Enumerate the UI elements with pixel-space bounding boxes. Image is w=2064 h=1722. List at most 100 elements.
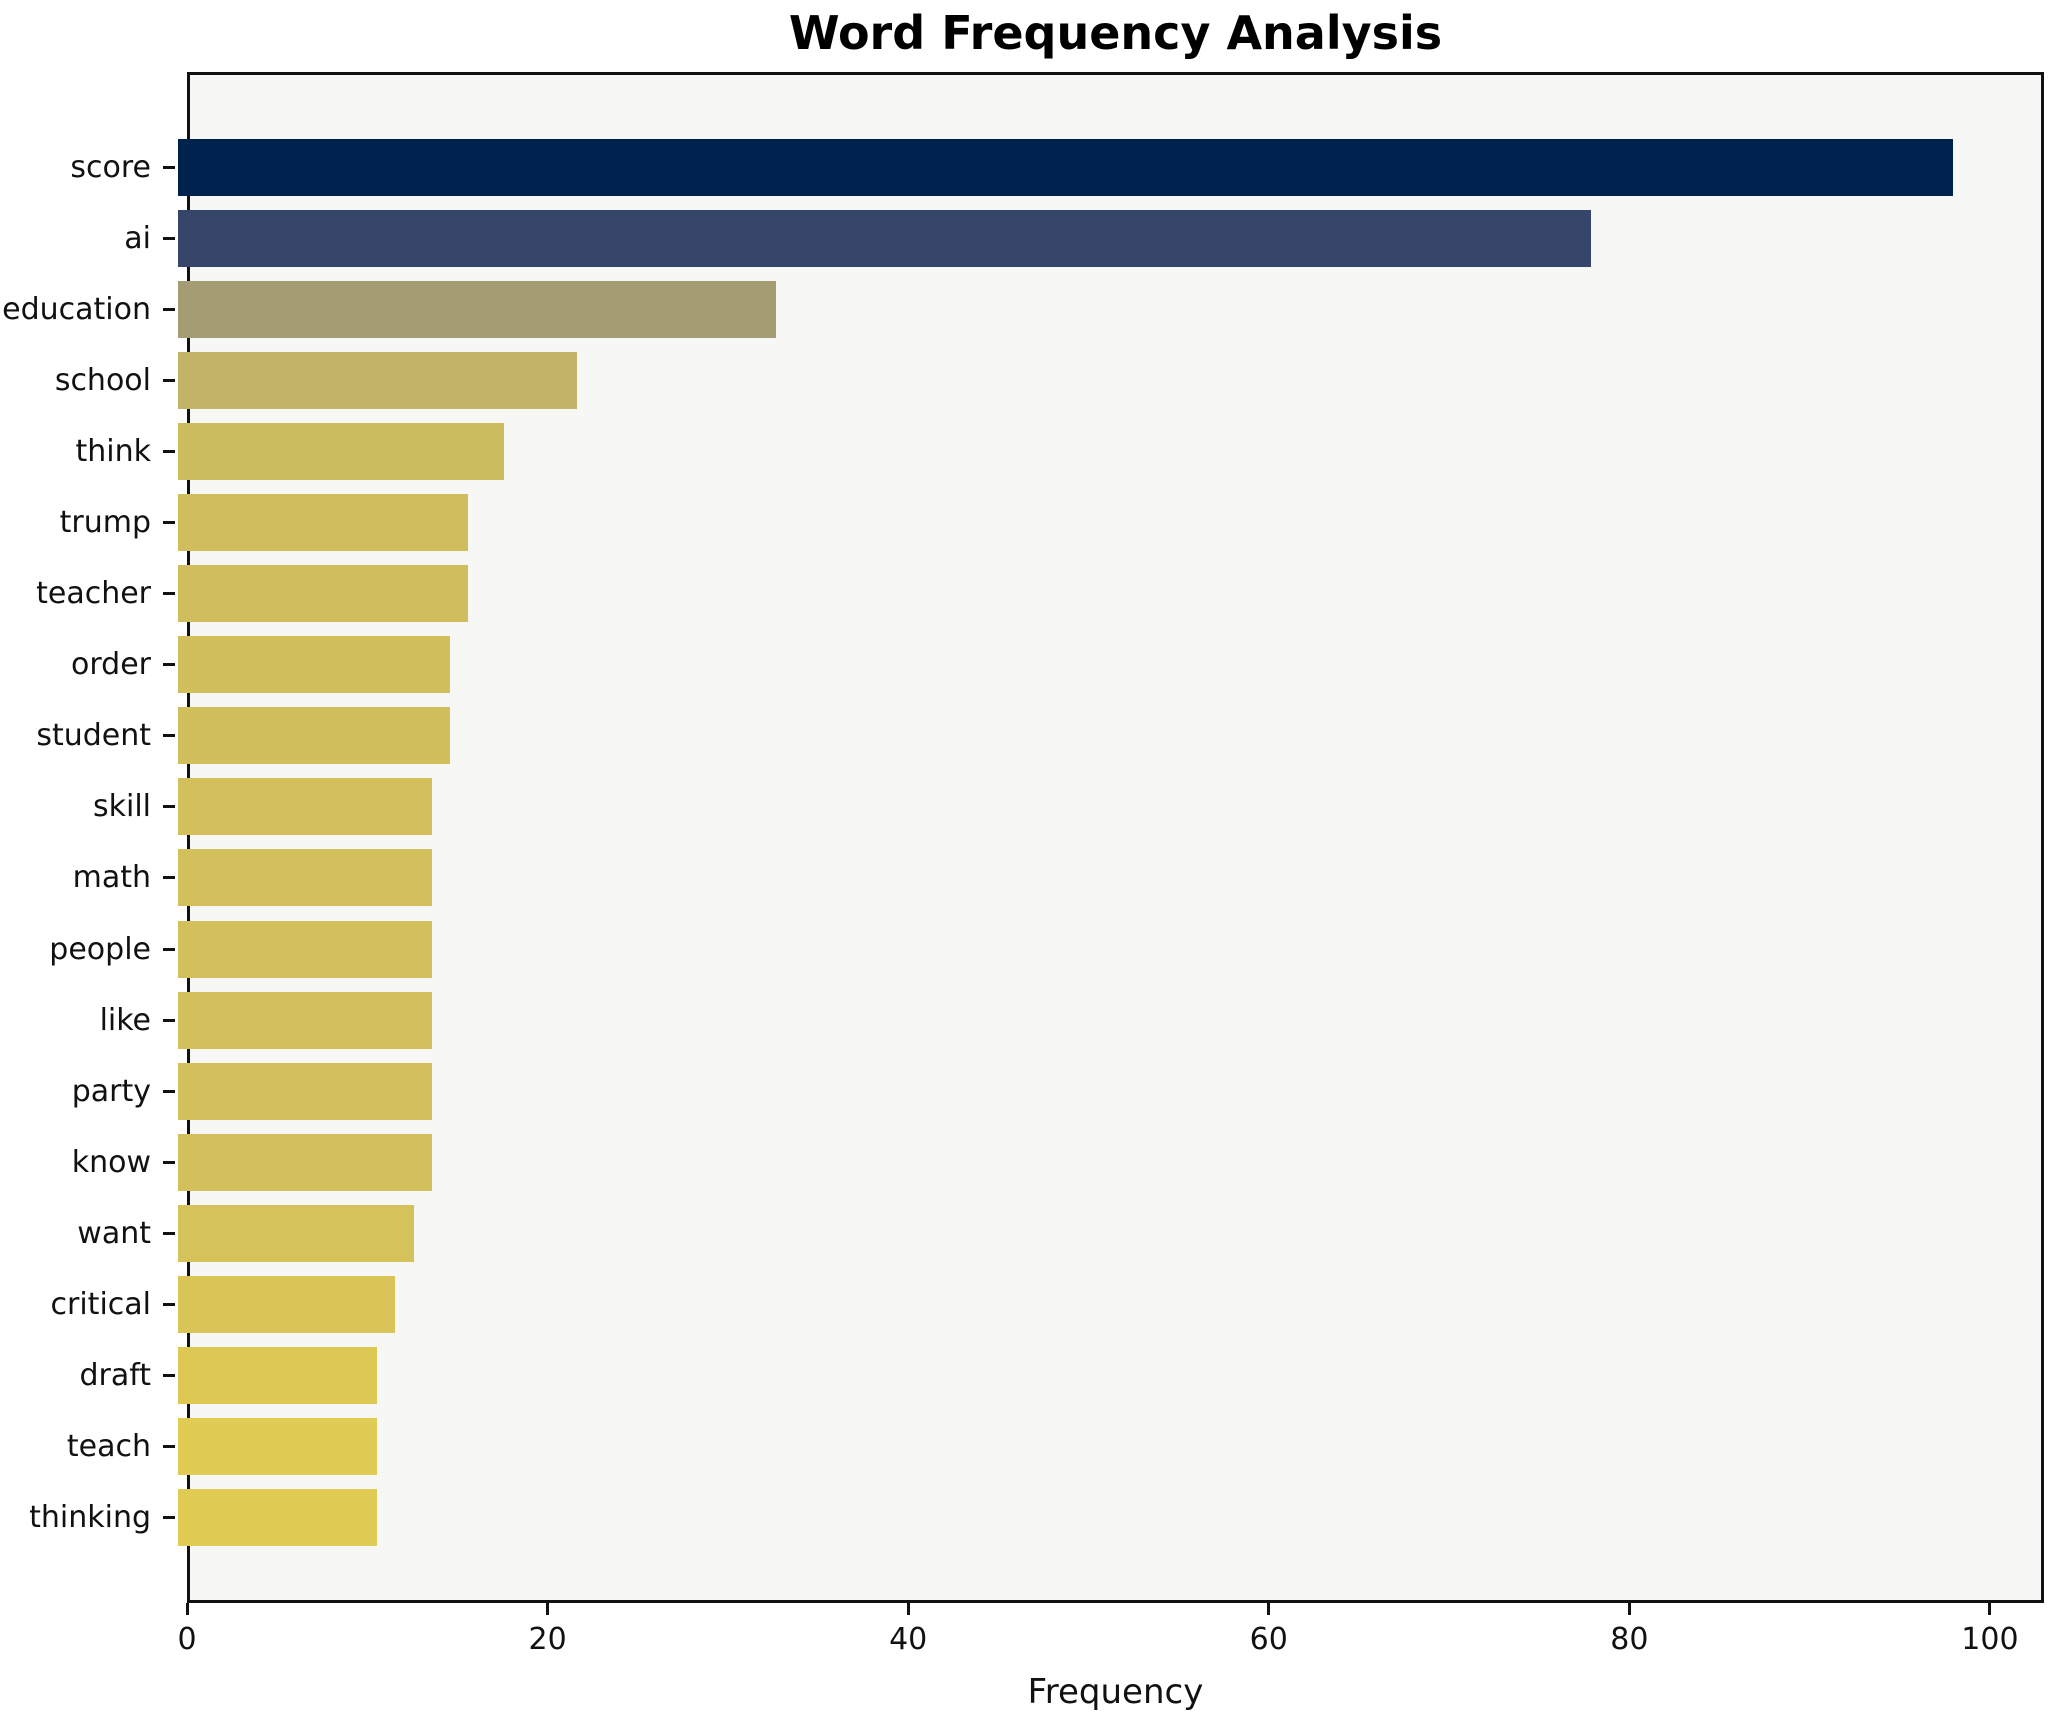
x-tick-mark [546,1603,550,1615]
bar [178,1417,378,1475]
bar [178,139,1954,197]
x-tick-mark [185,1603,189,1615]
bar-track [178,281,2044,339]
bar-row: student [0,700,2044,771]
y-tick-label: skill [92,789,151,825]
y-tick-mark [163,1160,175,1164]
y-tick-label: thinking [29,1499,151,1535]
bar-track [178,1062,2044,1120]
bar [178,1204,414,1262]
bar-row: trump [0,487,2044,558]
y-tick-mark [163,237,175,241]
bar-row: people [0,914,2044,985]
bar [178,920,432,978]
y-tick-mark [163,1515,175,1519]
bar-track [178,1204,2044,1262]
bar-track [178,707,2044,765]
y-tick-mark [163,379,175,383]
bar-track [178,423,2044,481]
bar-track [178,1133,2044,1191]
x-tick-label: 80 [1610,1622,1649,1657]
y-tick-label: student [36,718,151,754]
x-tick-mark [1627,1603,1631,1615]
y-tick-label: like [99,1002,151,1038]
y-tick-label: party [71,1073,151,1109]
bar [178,636,450,694]
bar-track [178,352,2044,410]
y-tick-mark [163,1231,175,1235]
y-tick-label: know [71,1144,151,1180]
y-tick-mark [163,1373,175,1377]
y-tick-label: order [71,647,151,683]
y-tick-label: think [75,434,152,470]
bar [178,1346,378,1404]
bar-row: know [0,1127,2044,1198]
bar [178,1133,432,1191]
y-tick-label: critical [50,1286,151,1322]
bar [178,1062,432,1120]
bar-row: draft [0,1340,2044,1411]
bar [178,849,432,907]
bar [178,494,468,552]
y-tick-mark [163,805,175,809]
bar-row: school [0,345,2044,416]
bar-row: ai [0,203,2044,274]
bar-track [178,636,2044,694]
y-tick-mark [163,876,175,880]
bar-row: math [0,842,2044,913]
bar-row: score [0,132,2044,203]
y-tick-mark [163,450,175,454]
bar [178,565,468,623]
y-tick-mark [163,663,175,667]
bar-track [178,778,2044,836]
y-tick-mark [163,1444,175,1448]
x-tick-mark [906,1603,910,1615]
bar [178,423,505,481]
y-tick-mark [163,734,175,738]
bar [178,778,432,836]
y-tick-label: people [49,931,151,967]
x-tick-label: 20 [528,1622,567,1657]
bar-row: order [0,629,2044,700]
y-tick-label: school [54,363,151,399]
x-tick-label: 40 [889,1622,928,1657]
bar [178,707,450,765]
bar-row: skill [0,771,2044,842]
y-tick-label: math [72,860,151,896]
bar-track [178,210,2044,268]
y-tick-mark [163,1018,175,1022]
bar-track [178,1488,2044,1546]
y-tick-label: teacher [36,576,151,612]
bar-track [178,849,2044,907]
x-tick-label: 0 [177,1622,197,1657]
y-tick-mark [163,947,175,951]
bar-track [178,139,2044,197]
y-tick-label: want [77,1215,151,1251]
bar-track [178,991,2044,1049]
y-tick-label: draft [79,1357,151,1393]
bar-track [178,1417,2044,1475]
bar [178,210,1592,268]
bar [178,1488,378,1546]
bar-track [178,1275,2044,1333]
bar-rows: score ai education school think trump teacher o… [0,72,2044,1603]
bar-row: teach [0,1411,2044,1482]
x-tick-mark [1267,1603,1271,1615]
y-tick-mark [163,1089,175,1093]
y-tick-mark [163,166,175,170]
bar-track [178,1346,2044,1404]
x-tick-label: 100 [1961,1622,2019,1657]
bar-row: teacher [0,558,2044,629]
bar [178,1275,396,1333]
y-tick-mark [163,521,175,525]
bar-track [178,494,2044,552]
y-tick-mark [163,1302,175,1306]
bar [178,991,432,1049]
y-tick-label: trump [59,505,151,541]
chart-title: Word Frequency Analysis [788,6,1443,60]
bar-track [178,565,2044,623]
x-axis-tick-labels: 0 20 40 60 80 100 [177,1622,2044,1662]
x-axis-label: Frequency [1027,1672,1204,1712]
bar-track [178,920,2044,978]
